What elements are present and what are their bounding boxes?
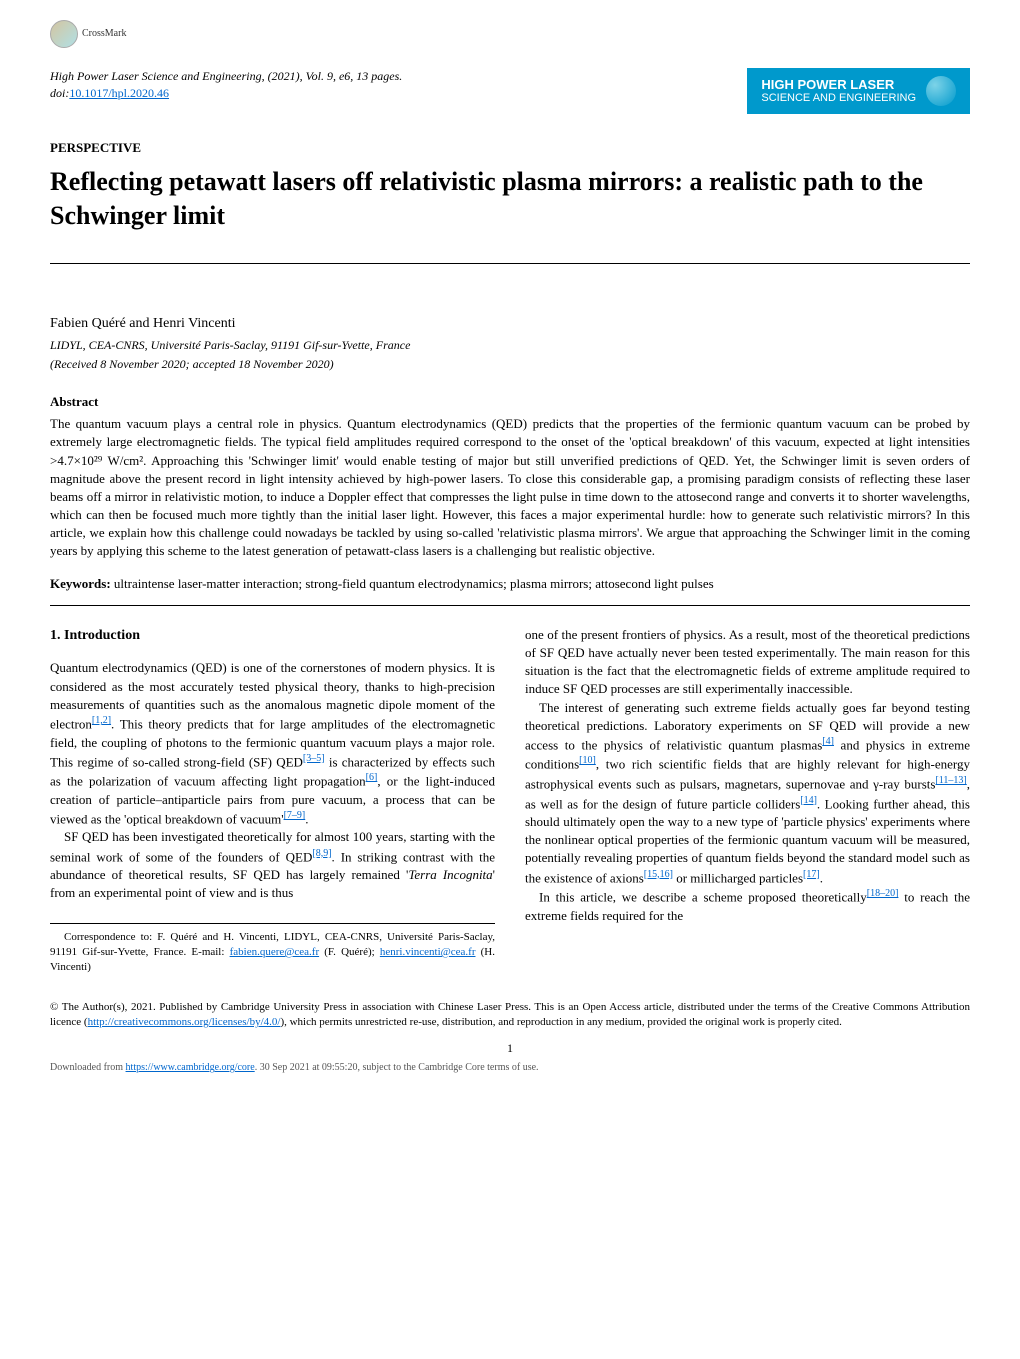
keywords-label: Keywords:	[50, 576, 111, 591]
ref-link[interactable]: [15,16]	[644, 869, 673, 880]
article-title: Reflecting petawatt lasers off relativis…	[50, 165, 970, 233]
crossmark-badge[interactable]: CrossMark	[50, 20, 970, 48]
license-link[interactable]: http://creativecommons.org/licenses/by/4…	[88, 1016, 281, 1028]
journal-badge-icon	[926, 76, 956, 106]
ref-link[interactable]: [3–5]	[303, 753, 325, 764]
doi-link[interactable]: 10.1017/hpl.2020.46	[69, 86, 169, 100]
footer-link[interactable]: https://www.cambridge.org/core	[126, 1062, 255, 1073]
page-number: 1	[50, 1040, 970, 1057]
affiliation: LIDYL, CEA-CNRS, Université Paris-Saclay…	[50, 337, 970, 354]
doi-line: doi:10.1017/hpl.2020.46	[50, 85, 402, 102]
journal-volume: Vol. 9, e6, 13 pages.	[306, 69, 403, 83]
keywords: Keywords: ultraintense laser-matter inte…	[50, 575, 970, 593]
footer-download: Downloaded from https://www.cambridge.or…	[50, 1061, 970, 1075]
divider	[50, 263, 970, 264]
dates: (Received 8 November 2020; accepted 18 N…	[50, 356, 970, 373]
ref-link[interactable]: [11–13]	[935, 775, 966, 786]
right-column: one of the present frontiers of physics.…	[525, 626, 970, 976]
correspondence: Correspondence to: F. Quéré and H. Vince…	[50, 923, 495, 976]
email-link[interactable]: fabien.quere@cea.fr	[230, 946, 320, 958]
body-paragraph: Quantum electrodynamics (QED) is one of …	[50, 659, 495, 828]
journal-year: (2021)	[268, 69, 300, 83]
badge-line1: HIGH POWER LASER	[761, 77, 916, 93]
body-paragraph: In this article, we describe a scheme pr…	[525, 887, 970, 925]
ref-link[interactable]: [14]	[800, 795, 817, 806]
journal-name: High Power Laser Science and Engineering	[50, 69, 262, 83]
ref-link[interactable]: [10]	[579, 755, 596, 766]
abstract-text: The quantum vacuum plays a central role …	[50, 415, 970, 561]
ref-link[interactable]: [17]	[803, 869, 820, 880]
email-link[interactable]: henri.vincenti@cea.fr	[380, 946, 476, 958]
badge-line2: SCIENCE AND ENGINEERING	[761, 92, 916, 105]
authors: Fabien Quéré and Henri Vincenti	[50, 314, 970, 334]
body-paragraph: one of the present frontiers of physics.…	[525, 626, 970, 699]
journal-citation: High Power Laser Science and Engineering…	[50, 68, 402, 85]
body-paragraph: The interest of generating such extreme …	[525, 699, 970, 888]
ref-link[interactable]: [8,9]	[312, 848, 331, 859]
journal-citation-block: High Power Laser Science and Engineering…	[50, 68, 402, 102]
ref-link[interactable]: [6]	[366, 772, 378, 783]
copyright: © The Author(s), 2021. Published by Camb…	[50, 1000, 970, 1031]
ref-link[interactable]: [7–9]	[284, 810, 306, 821]
journal-badge-text: HIGH POWER LASER SCIENCE AND ENGINEERING	[761, 77, 916, 106]
crossmark-icon	[50, 20, 78, 48]
abstract-label: Abstract	[50, 393, 970, 411]
section-heading: 1. Introduction	[50, 626, 495, 646]
ref-link[interactable]: [1,2]	[92, 715, 111, 726]
two-column-body: 1. Introduction Quantum electrodynamics …	[50, 626, 970, 976]
body-paragraph: SF QED has been investigated theoretical…	[50, 828, 495, 902]
ref-link[interactable]: [4]	[822, 736, 834, 747]
left-column: 1. Introduction Quantum electrodynamics …	[50, 626, 495, 976]
crossmark-label: CrossMark	[82, 27, 126, 41]
ref-link[interactable]: [18–20]	[867, 888, 899, 899]
article-section-label: PERSPECTIVE	[50, 139, 970, 157]
keywords-text: ultraintense laser-matter interaction; s…	[114, 576, 714, 591]
header-row: High Power Laser Science and Engineering…	[50, 68, 970, 114]
doi-prefix: doi:	[50, 86, 69, 100]
journal-badge: HIGH POWER LASER SCIENCE AND ENGINEERING	[747, 68, 970, 114]
divider	[50, 605, 970, 606]
